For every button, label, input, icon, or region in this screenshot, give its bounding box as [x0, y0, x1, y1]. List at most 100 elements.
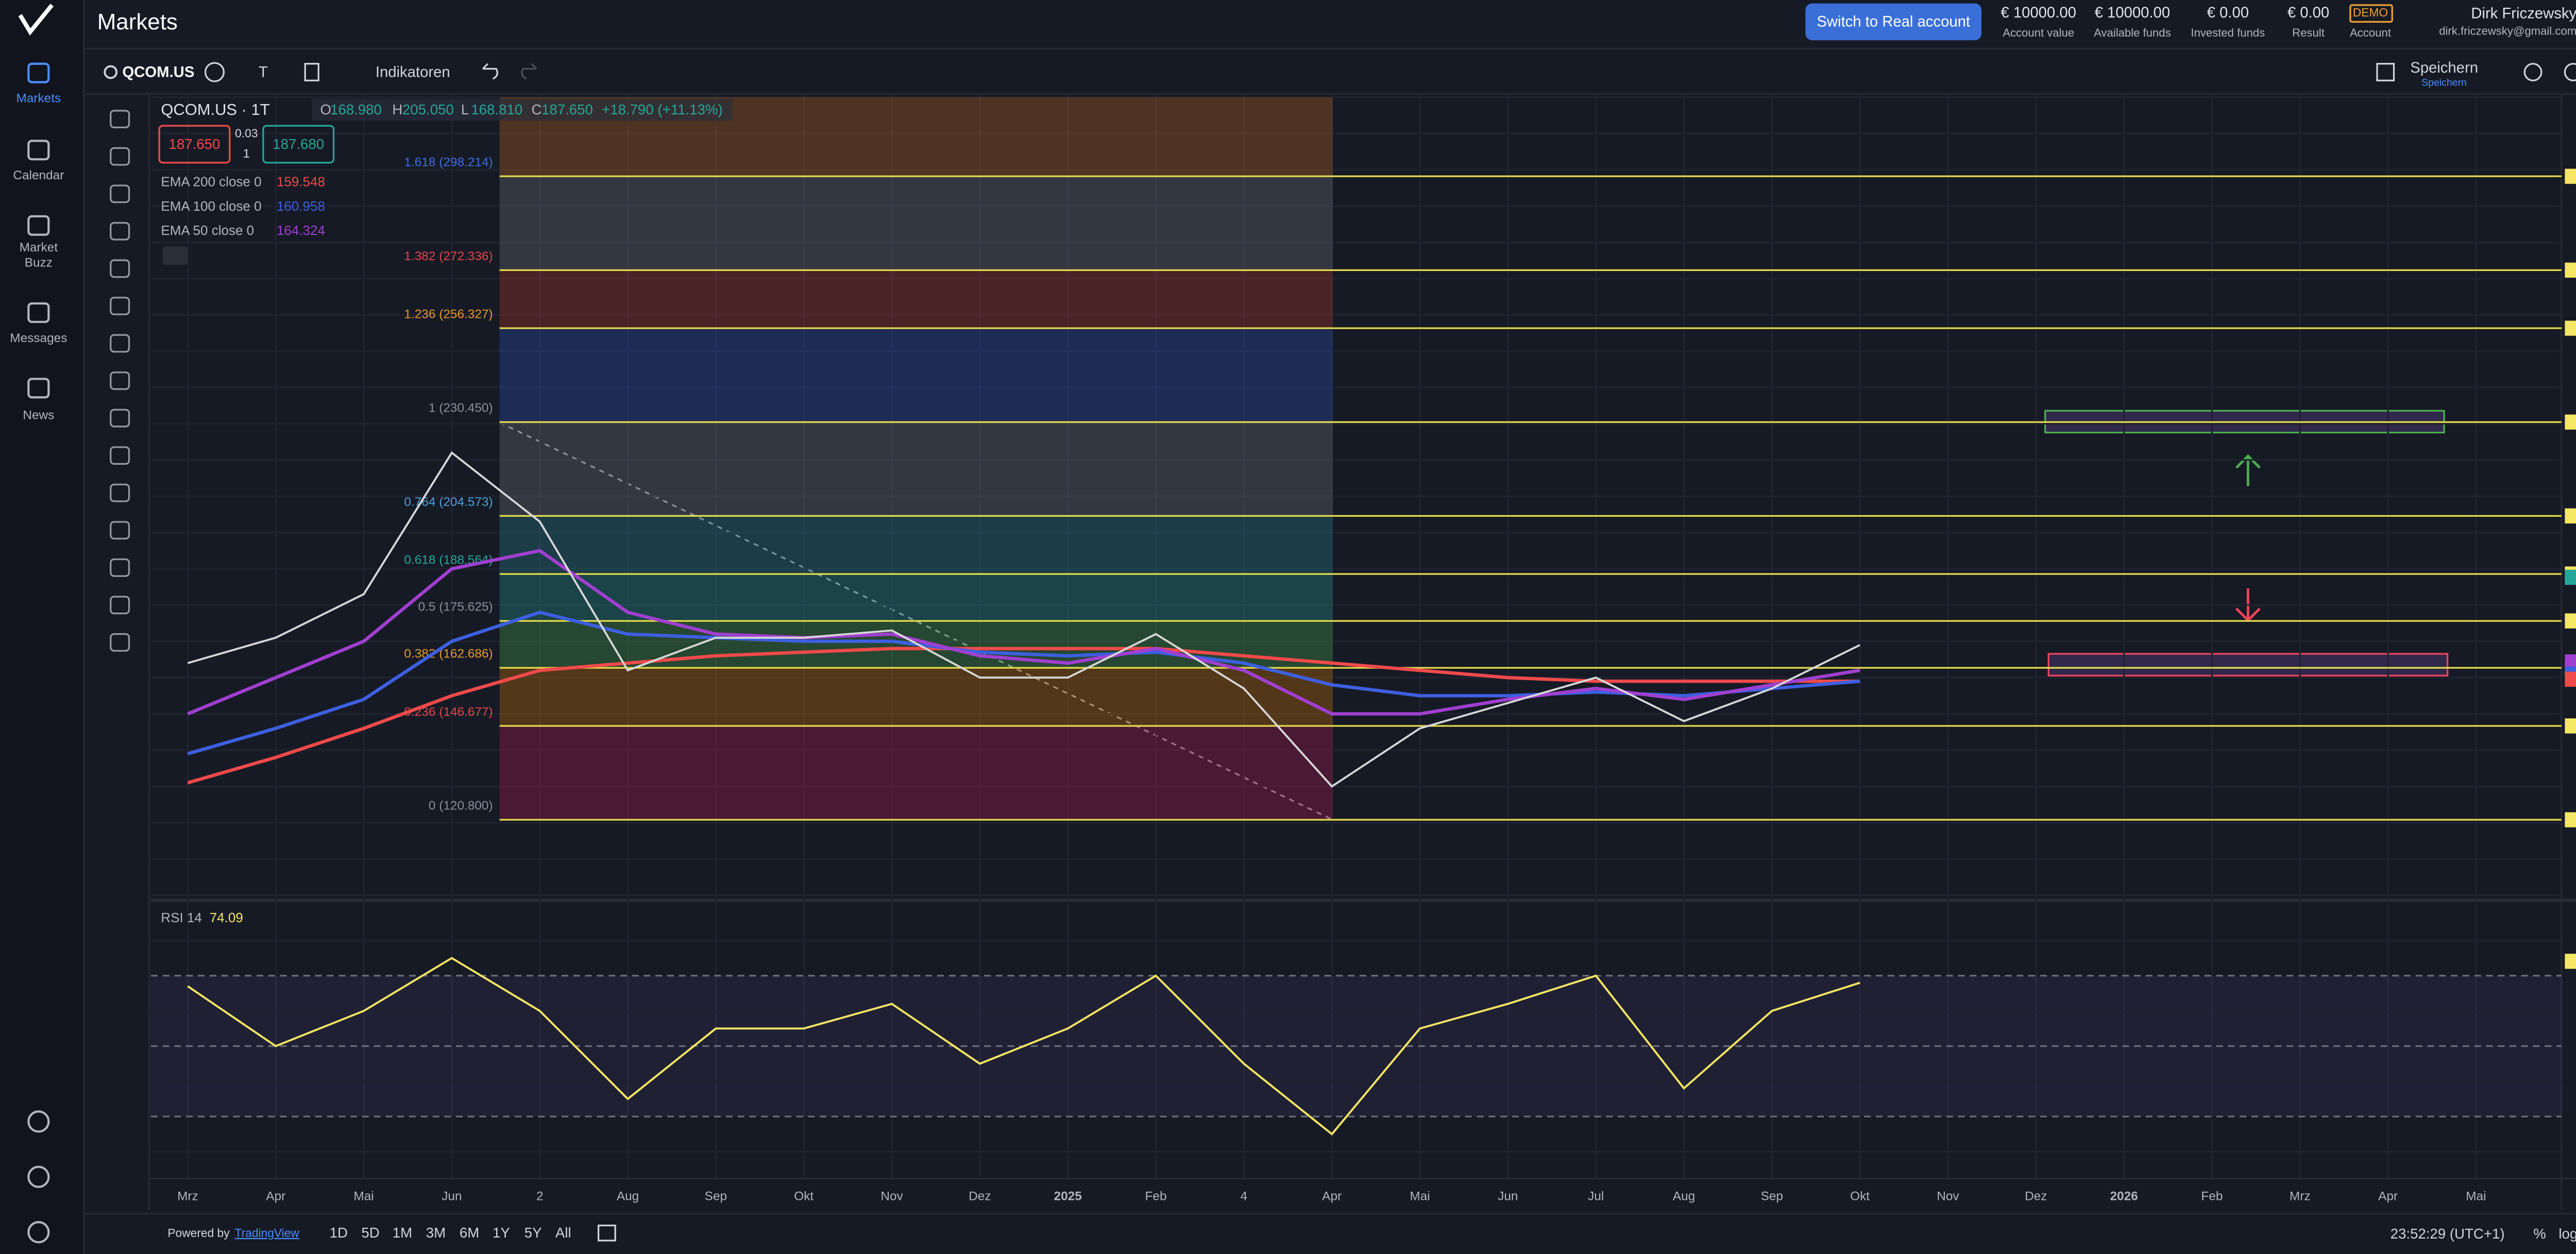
page-title: Markets: [97, 9, 178, 35]
buy-box[interactable]: [262, 125, 335, 164]
sidebar-icon[interactable]: [27, 1221, 50, 1244]
sidebar-icon[interactable]: [27, 1110, 50, 1133]
brand-link[interactable]: TradingView: [235, 1226, 300, 1240]
x-tick-label: Nov: [1937, 1190, 1959, 1204]
demo-badge: [2349, 4, 2393, 23]
ohlc-value: 205.050: [402, 101, 454, 117]
interval[interactable]: T: [259, 63, 268, 80]
legend-value: 160.958: [277, 198, 325, 214]
rsi-band: [150, 975, 2562, 1117]
x-tick-label: 2025: [1054, 1190, 1082, 1204]
fib-band: [499, 516, 1333, 574]
collapse-legend[interactable]: [162, 246, 188, 265]
range-button[interactable]: 1D: [330, 1225, 348, 1241]
legend-entry: EMA 50 close 0: [161, 223, 254, 238]
user-name: Dirk Friczewsky: [2471, 5, 2576, 22]
bid-price[interactable]: 187.650: [168, 136, 220, 152]
drawing-tool[interactable]: [110, 446, 130, 465]
fib-band: [499, 270, 1333, 329]
x-tick-label: Nov: [880, 1190, 903, 1204]
range-button[interactable]: 3M: [426, 1225, 446, 1241]
drawing-toolbar: [94, 95, 148, 1209]
nav-label[interactable]: Markets: [16, 91, 61, 105]
range-button[interactable]: All: [555, 1225, 571, 1241]
range-button[interactable]: 1Y: [493, 1225, 510, 1241]
layout-checkbox[interactable]: [2376, 63, 2395, 81]
range-button[interactable]: 5D: [361, 1225, 379, 1241]
save-button[interactable]: Speichern: [2410, 59, 2478, 76]
legend-value: 164.324: [277, 223, 325, 238]
sidebar: [0, 0, 84, 1254]
symbol-search[interactable]: QCOM.US: [123, 63, 195, 80]
indicators-button[interactable]: Indikatoren: [376, 63, 450, 80]
stop-box[interactable]: [2047, 653, 2449, 676]
nav-icon[interactable]: [27, 302, 50, 323]
logo[interactable]: [18, 4, 54, 36]
stat-value: € 0.00: [2287, 4, 2329, 21]
fib-band: [499, 176, 1333, 270]
chart-type[interactable]: [304, 63, 319, 81]
drawing-tool[interactable]: [110, 147, 130, 166]
nav-label[interactable]: News: [23, 408, 54, 422]
ohlc-bg: [312, 99, 733, 121]
nav-label[interactable]: Buzz: [25, 256, 53, 269]
drawing-tool[interactable]: [110, 596, 130, 615]
stat-value: DEMO: [2353, 6, 2388, 19]
drawing-tool[interactable]: [110, 184, 130, 204]
price-tag: [2565, 320, 2576, 336]
drawing-tool[interactable]: [110, 222, 130, 241]
range-button[interactable]: 6M: [460, 1225, 479, 1241]
x-tick-label: Dez: [969, 1190, 991, 1204]
drawing-tool[interactable]: [110, 334, 130, 353]
ema-line: [187, 647, 1860, 785]
fib-label: 1 (230.450): [429, 401, 493, 415]
nav-label[interactable]: Messages: [10, 331, 67, 345]
nav-icon[interactable]: [27, 140, 50, 161]
undo[interactable]: [482, 63, 498, 80]
x-tick-label: Apr: [2378, 1190, 2398, 1204]
drawing-tool[interactable]: [110, 633, 130, 652]
drawing-tool[interactable]: [110, 259, 130, 278]
nav-label[interactable]: Market: [20, 241, 58, 255]
drawing-tool[interactable]: [110, 409, 130, 428]
last-price-tag: [2565, 569, 2576, 585]
drawing-tool[interactable]: [110, 558, 130, 577]
sell-box[interactable]: [158, 125, 231, 164]
nav-icon[interactable]: [27, 62, 50, 83]
nav-icon[interactable]: [27, 378, 50, 399]
up-arrow: [2235, 454, 2261, 486]
ohlc-key: L: [461, 101, 469, 117]
sidebar-icon[interactable]: [27, 1165, 50, 1188]
ask-price[interactable]: 187.680: [273, 136, 324, 152]
x-tick-label: Sep: [1761, 1190, 1783, 1204]
x-tick-label: Dez: [2025, 1190, 2047, 1204]
legend-entry: EMA 100 close 0: [161, 198, 261, 214]
fib-label: 1.236 (256.327): [404, 307, 493, 321]
toolbar-icon[interactable]: [2564, 63, 2576, 81]
redo[interactable]: [521, 63, 537, 80]
toolbar-icon[interactable]: [2523, 63, 2543, 81]
log-toggle[interactable]: log: [2558, 1226, 2576, 1242]
nav-icon[interactable]: [27, 215, 50, 236]
quantity: 1: [243, 147, 250, 161]
add-symbol[interactable]: [204, 62, 225, 82]
drawing-tool[interactable]: [110, 521, 130, 540]
real-account-button[interactable]: [1805, 3, 1982, 41]
drawing-tool[interactable]: [110, 483, 130, 502]
date-range-icon[interactable]: [597, 1224, 616, 1242]
user-email: dirk.friczewsky@gmail.com: [2439, 25, 2576, 38]
nav-label[interactable]: Calendar: [13, 168, 64, 182]
percent-toggle[interactable]: %: [2533, 1226, 2546, 1242]
drawing-tool[interactable]: [110, 110, 130, 128]
fib-band: [499, 574, 1333, 621]
range-button[interactable]: 5Y: [524, 1225, 542, 1241]
drawing-tool[interactable]: [110, 371, 130, 390]
button-label[interactable]: Switch to Real account: [1817, 13, 1970, 30]
legend-value: 159.548: [277, 174, 325, 190]
stat-label: Available funds: [2094, 26, 2171, 39]
x-tick-label: Jun: [1498, 1190, 1518, 1204]
range-button[interactable]: 1M: [393, 1225, 412, 1241]
drawing-tool[interactable]: [110, 296, 130, 315]
